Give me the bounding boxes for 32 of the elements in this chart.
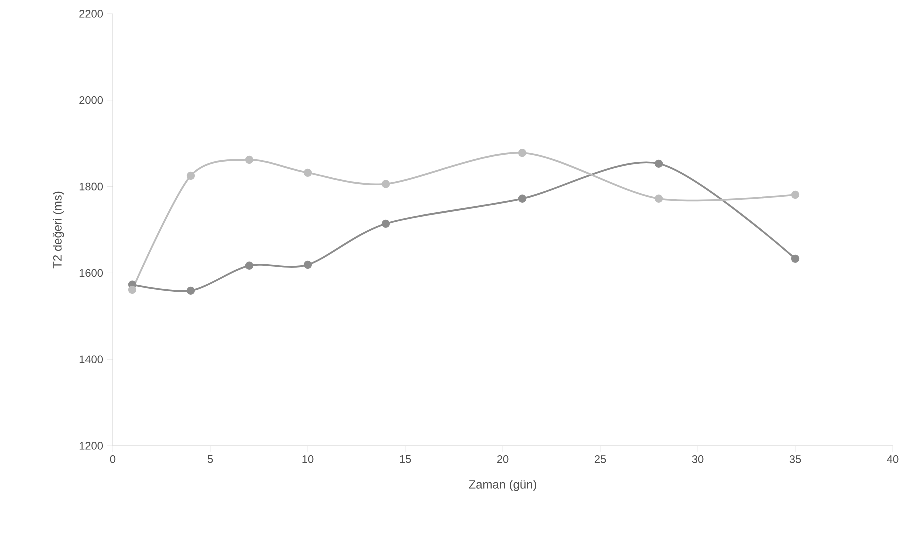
- y-tick-label: 2000: [80, 96, 104, 104]
- point: [382, 220, 390, 228]
- point: [791, 254, 800, 264]
- y-tick-label: 1200: [80, 442, 104, 450]
- x-tick-label: 25: [594, 456, 606, 464]
- y-tick-label: 1800: [80, 182, 104, 191]
- point: [186, 172, 196, 180]
- x-axis-title: Zaman (gün): [469, 480, 536, 492]
- point: [518, 149, 527, 158]
- x-tick-label: 0: [110, 456, 116, 464]
- x-tick-label: 40: [887, 456, 899, 464]
- x-tick-label: 5: [208, 456, 214, 464]
- y-axis-title: T2 değeri (ms): [52, 192, 64, 269]
- x-tick-label: 35: [790, 456, 802, 464]
- point: [245, 156, 254, 164]
- point: [791, 190, 800, 200]
- y-tick-label: 1400: [80, 356, 104, 364]
- point: [128, 286, 137, 294]
- point: [382, 180, 390, 188]
- point: [654, 160, 664, 168]
- point: [518, 194, 527, 203]
- point: [186, 286, 196, 295]
- point: [654, 194, 664, 203]
- x-tick-label: 15: [400, 456, 412, 464]
- x-tick-label: 20: [497, 456, 509, 464]
- point: [304, 260, 312, 270]
- x-tick-label: 10: [302, 456, 314, 464]
- x-tick-label: 30: [692, 456, 704, 464]
- y-tick-label: 1600: [80, 269, 104, 278]
- y-tick-label: 2200: [80, 10, 104, 18]
- point: [304, 168, 312, 178]
- point: [245, 262, 254, 270]
